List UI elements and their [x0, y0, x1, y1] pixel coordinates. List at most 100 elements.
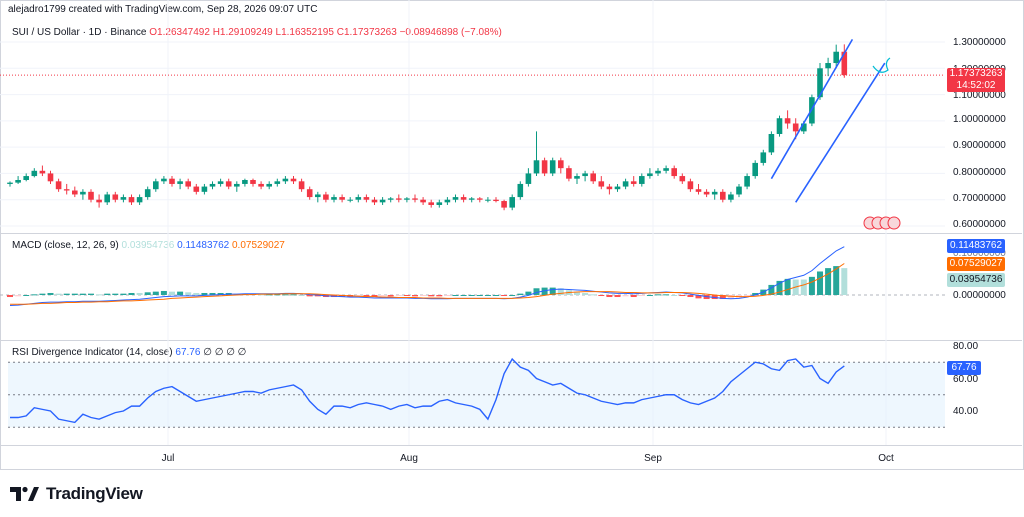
- macd-tick-label: 0.10000000: [953, 248, 1006, 259]
- price-tick-label: 1.30000000: [953, 37, 1006, 48]
- price-tick-label: 0.60000000: [953, 219, 1006, 230]
- macd-histogram-bar: [379, 295, 386, 297]
- candle-body: [420, 199, 426, 203]
- macd-histogram-bar: [201, 292, 208, 295]
- macd-histogram-bar: [193, 292, 200, 295]
- macd-histogram-bar: [71, 293, 78, 295]
- macd-line: [9, 246, 845, 306]
- macd-signal-value: 0.07529027: [232, 240, 285, 251]
- candle-body: [833, 51, 839, 64]
- macd-legend[interactable]: MACD (close, 12, 26, 9) 0.03954736 0.114…: [12, 240, 285, 251]
- candle-body: [663, 168, 669, 171]
- candle-body: [177, 181, 183, 184]
- candle-body: [169, 178, 175, 184]
- candle-body: [671, 168, 677, 177]
- macd-histogram-bar: [15, 295, 22, 297]
- candle-body: [558, 160, 564, 169]
- pane-separator-rsi[interactable]: [0, 340, 1022, 341]
- macd-histogram-bar: [509, 295, 516, 296]
- macd-histogram-bar: [144, 292, 151, 295]
- macd-histogram-bar: [768, 284, 775, 295]
- ohlc-open: O1.26347492: [149, 27, 210, 38]
- candle-body: [185, 181, 191, 187]
- candle-body: [387, 198, 394, 200]
- candle-body: [541, 160, 548, 174]
- macd-histogram-bar: [217, 292, 224, 295]
- macd-histogram-bar: [817, 271, 823, 295]
- candle-body: [744, 176, 750, 187]
- candle-body: [15, 180, 21, 183]
- macd-signal-line: [10, 263, 845, 305]
- bar-countdown: 14:52:02: [956, 80, 996, 91]
- ohlc-low: L1.16352195: [275, 27, 334, 38]
- candle-body: [298, 181, 305, 190]
- candle-body: [72, 190, 78, 195]
- candle-body: [306, 189, 313, 198]
- macd-histogram-bar: [711, 295, 718, 300]
- candle-body: [104, 194, 110, 203]
- rsi-legend[interactable]: RSI Divergence Indicator (14, close) 67.…: [12, 347, 246, 358]
- tradingview-logo[interactable]: TradingView: [10, 484, 143, 504]
- candle-body: [63, 189, 70, 191]
- macd-histogram-bar: [825, 268, 832, 295]
- macd-histogram-bar: [752, 292, 759, 295]
- macd-histogram-bar: [655, 294, 661, 296]
- candle-body: [655, 170, 661, 174]
- macd-signal-tag: 0.07529027: [947, 257, 1005, 271]
- rsi-title: RSI Divergence Indicator (14, close): [12, 347, 173, 358]
- macd-histogram-bar: [452, 295, 459, 296]
- candle-body: [736, 186, 742, 195]
- macd-histogram-bar: [282, 294, 289, 296]
- macd-histogram-bar: [606, 295, 613, 298]
- candle-body: [452, 197, 459, 200]
- candle-body: [323, 194, 329, 200]
- macd-hist-value: 0.03954736: [121, 240, 175, 251]
- candle-body: [225, 181, 232, 187]
- candle-body: [776, 118, 783, 134]
- candle-body: [209, 183, 216, 187]
- macd-histogram-bar: [428, 295, 435, 297]
- candle-body: [614, 186, 621, 190]
- macd-histogram-bar: [363, 295, 370, 297]
- candle-body: [711, 191, 718, 195]
- macd-histogram-bar: [314, 295, 321, 297]
- candle-body: [606, 186, 613, 190]
- candle-body: [428, 202, 434, 205]
- candle-body: [598, 181, 605, 187]
- macd-histogram-bar: [622, 295, 629, 297]
- symbol-legend[interactable]: SUI / US Dollar · 1D · Binance O1.263474…: [12, 27, 502, 38]
- candle-body: [630, 181, 637, 184]
- candle-body: [39, 170, 46, 174]
- macd-histogram-bar: [7, 295, 13, 298]
- chart-canvas[interactable]: [0, 0, 1024, 470]
- candle-body: [31, 170, 38, 177]
- candle-body: [679, 176, 686, 182]
- macd-histogram-bar: [590, 294, 597, 296]
- candle-body: [566, 168, 572, 179]
- macd-histogram-bar: [104, 293, 111, 295]
- macd-histogram-bar: [274, 294, 281, 296]
- candle-body: [23, 176, 29, 180]
- time-tick-label: Sep: [644, 453, 662, 464]
- macd-histogram-bar: [185, 292, 192, 295]
- candle-body: [468, 198, 475, 200]
- candle-body: [258, 183, 264, 187]
- candle-body: [371, 199, 378, 203]
- candle-body: [622, 181, 629, 187]
- macd-histogram-bar: [160, 290, 167, 295]
- macd-histogram-bar: [630, 295, 637, 298]
- candle-body: [760, 152, 767, 163]
- rsi-value: 67.76: [175, 347, 201, 358]
- candle-body: [792, 123, 799, 132]
- candle-body: [817, 68, 823, 98]
- candle-body: [96, 199, 102, 203]
- macd-histogram-bar: [501, 295, 508, 296]
- candle-body: [217, 181, 224, 184]
- macd-histogram-bar: [152, 291, 159, 295]
- rsi-line: [10, 357, 845, 424]
- macd-histogram-bar: [574, 291, 580, 295]
- candle-body: [274, 181, 281, 184]
- pane-separator-macd[interactable]: [0, 233, 1022, 234]
- candle-body: [444, 199, 451, 203]
- macd-histogram-bar: [614, 295, 621, 298]
